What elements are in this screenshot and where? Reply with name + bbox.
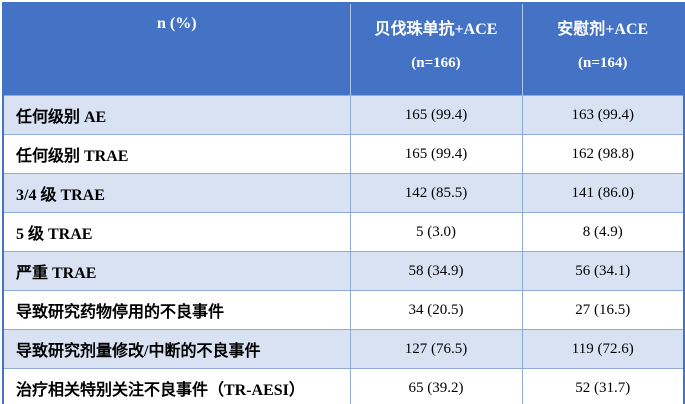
row-label: 严重 TRAE bbox=[2, 251, 351, 291]
table-row: 任何级别 TRAE 165 (99.4) 162 (98.8) bbox=[2, 134, 685, 174]
placebo-value: 162 (98.8) bbox=[521, 134, 685, 174]
bev-value: 34 (20.5) bbox=[349, 290, 523, 330]
placebo-value: 56 (34.1) bbox=[521, 251, 685, 291]
bev-value: 5 (3.0) bbox=[349, 212, 523, 252]
header-label-line1: 安慰剂+ACE bbox=[557, 21, 649, 38]
table-row: 5 级 TRAE 5 (3.0) 8 (4.9) bbox=[2, 212, 685, 252]
bev-value: 65 (39.2) bbox=[349, 368, 523, 404]
table-row: 任何级别 AE 165 (99.4) 163 (99.4) bbox=[2, 95, 685, 135]
bev-value: 165 (99.4) bbox=[349, 134, 523, 174]
table-header-row: n (%) 贝伐珠单抗+ACE (n=166) 安慰剂+ACE (n=164) bbox=[3, 3, 684, 96]
header-label-line2: (n=164) bbox=[578, 55, 628, 71]
row-label: 任何级别 TRAE bbox=[2, 134, 351, 174]
table-row: 导致研究剂量修改/中断的不良事件 127 (76.5) 119 (72.6) bbox=[2, 329, 685, 369]
bev-value: 127 (76.5) bbox=[349, 329, 523, 369]
placebo-value: 163 (99.4) bbox=[521, 95, 685, 135]
header-label-line1: 贝伐珠单抗+ACE bbox=[374, 21, 498, 38]
placebo-value: 52 (31.7) bbox=[521, 368, 685, 404]
row-label: 5 级 TRAE bbox=[2, 212, 351, 252]
placebo-value: 27 (16.5) bbox=[521, 290, 685, 330]
table-row: 严重 TRAE 58 (34.9) 56 (34.1) bbox=[2, 251, 685, 291]
placebo-value: 141 (86.0) bbox=[521, 173, 685, 213]
bev-value: 58 (34.9) bbox=[349, 251, 523, 291]
row-label: 任何级别 AE bbox=[2, 95, 351, 135]
column-header-n-percent: n (%) bbox=[3, 3, 350, 96]
column-header-placebo-ace: 安慰剂+ACE (n=164) bbox=[521, 3, 684, 96]
table-row: 治疗相关特别关注不良事件（TR-AESI） 65 (39.2) 52 (31.7… bbox=[2, 368, 685, 404]
bev-value: 165 (99.4) bbox=[349, 95, 523, 135]
header-label-line2: (n=166) bbox=[411, 55, 461, 71]
row-label: 导致研究药物停用的不良事件 bbox=[2, 290, 351, 330]
row-label: 导致研究剂量修改/中断的不良事件 bbox=[2, 329, 351, 369]
row-label: 3/4 级 TRAE bbox=[2, 173, 351, 213]
placebo-value: 8 (4.9) bbox=[521, 212, 685, 252]
table-row: 3/4 级 TRAE 142 (85.5) 141 (86.0) bbox=[2, 173, 685, 213]
column-header-bevacizumab-ace: 贝伐珠单抗+ACE (n=166) bbox=[349, 3, 522, 96]
header-label: n (%) bbox=[156, 15, 197, 32]
placebo-value: 119 (72.6) bbox=[521, 329, 685, 369]
bev-value: 142 (85.5) bbox=[349, 173, 523, 213]
row-label: 治疗相关特别关注不良事件（TR-AESI） bbox=[2, 368, 351, 404]
table-row: 导致研究药物停用的不良事件 34 (20.5) 27 (16.5) bbox=[2, 290, 685, 330]
